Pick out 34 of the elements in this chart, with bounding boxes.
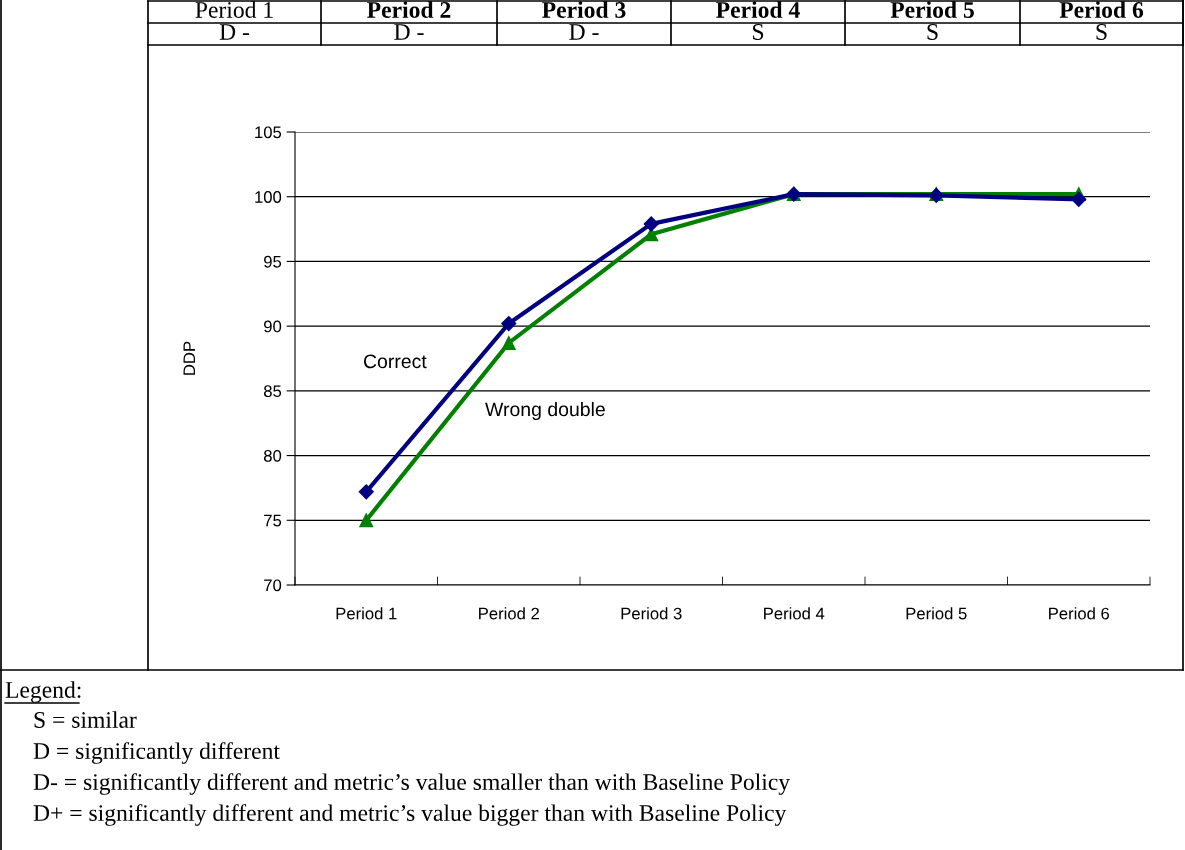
- text: Period 5: [890, 1, 974, 18]
- text: D -: [219, 24, 250, 40]
- x-tick-label: Period 3: [621, 607, 682, 620]
- text: Period 1: [195, 1, 273, 18]
- series-label: Wrong double: [485, 401, 605, 421]
- y-tick-label: 80: [263, 449, 282, 462]
- series-label: Correct: [363, 354, 427, 369]
- x-tick-label: Period 2: [479, 607, 539, 620]
- x-tick-label: Period 5: [906, 607, 967, 620]
- text: Period 3: [542, 1, 626, 18]
- y-tick-label: 70: [264, 579, 282, 592]
- text: D -: [394, 24, 424, 40]
- y-tick-label: 105: [255, 126, 282, 139]
- text: Period 4: [716, 1, 800, 18]
- y-tick-label: 75: [264, 514, 282, 527]
- text: Legend:: [5, 681, 81, 703]
- text: S = similar: [34, 711, 137, 728]
- text: Period 2: [367, 1, 451, 18]
- text: D+ = significantly different and metric’s value bigger than with Baseline Policy: [33, 804, 787, 826]
- x-tick-label: Period 1: [336, 607, 397, 620]
- y-tick-label: 90: [264, 320, 282, 333]
- text: S: [1096, 24, 1107, 40]
- y-tick-label: 85: [263, 385, 282, 398]
- y-tick-label: 95: [264, 255, 282, 268]
- y-tick-label: 100: [255, 191, 282, 203]
- x-tick-label: Period 4: [764, 607, 825, 620]
- x-tick-label: Period 6: [1049, 607, 1110, 620]
- text: D -: [569, 24, 599, 40]
- text: S: [753, 24, 764, 40]
- text: D = significantly different: [33, 742, 280, 764]
- text: D- = significantly different and metric’s value smaller than with Baseline Policy: [33, 773, 791, 795]
- text: S: [927, 24, 938, 40]
- text: Period 6: [1059, 1, 1144, 18]
- y-axis-title: DDP: [183, 341, 195, 375]
